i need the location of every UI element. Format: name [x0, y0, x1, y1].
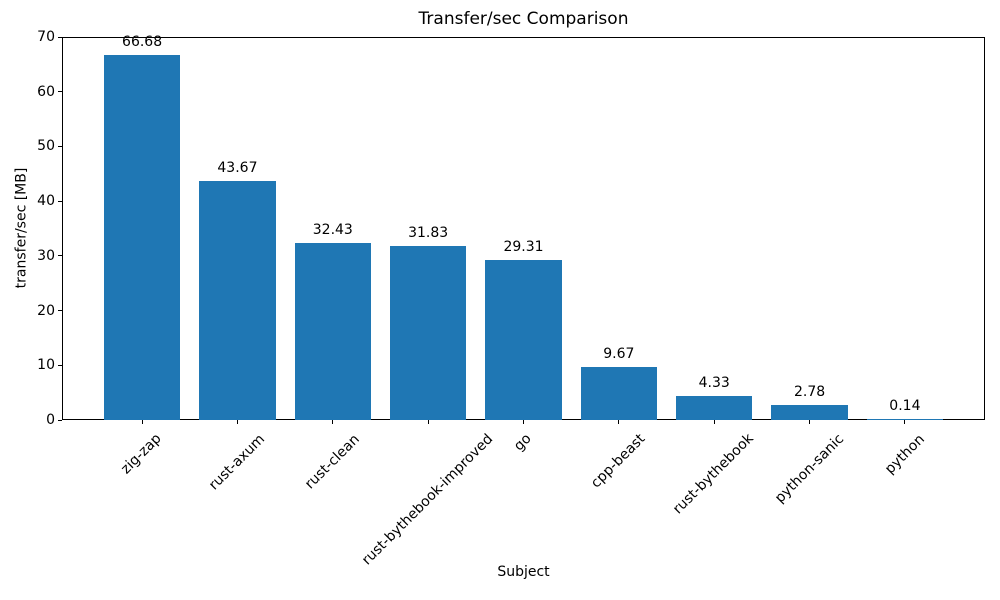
x-tick-label: cpp-beast — [588, 430, 649, 492]
x-tick-label: python-sanic — [771, 430, 847, 507]
x-tick — [809, 420, 811, 424]
plot-area — [62, 37, 985, 420]
chart-title: Transfer/sec Comparison — [418, 9, 629, 29]
y-tick-label: 60 — [37, 83, 55, 100]
x-tick — [427, 420, 429, 424]
x-tick-label: zig-zap — [118, 430, 166, 478]
x-tick-label: rust-bythebook-improved — [359, 430, 497, 569]
y-tick-label: 10 — [37, 357, 55, 374]
x-tick — [713, 420, 715, 424]
x-tick — [141, 420, 143, 424]
x-tick-label: go — [511, 430, 535, 455]
y-tick-label: 20 — [37, 302, 55, 319]
y-axis-label: transfer/sec [MB] — [13, 167, 30, 289]
x-tick-label: python — [881, 430, 928, 477]
x-tick — [618, 420, 620, 424]
x-tick-label: rust-bythebook — [670, 430, 758, 518]
y-tick-label: 0 — [46, 412, 55, 428]
x-tick — [904, 420, 906, 424]
x-tick-label: rust-clean — [301, 430, 363, 492]
x-tick — [236, 420, 238, 424]
y-tick-label: 70 — [37, 29, 55, 45]
x-tick-label: rust-axum — [206, 430, 269, 494]
y-tick-label: 50 — [37, 138, 55, 155]
x-axis-label: Subject — [497, 564, 550, 580]
x-tick — [523, 420, 524, 424]
x-tick — [332, 420, 334, 424]
